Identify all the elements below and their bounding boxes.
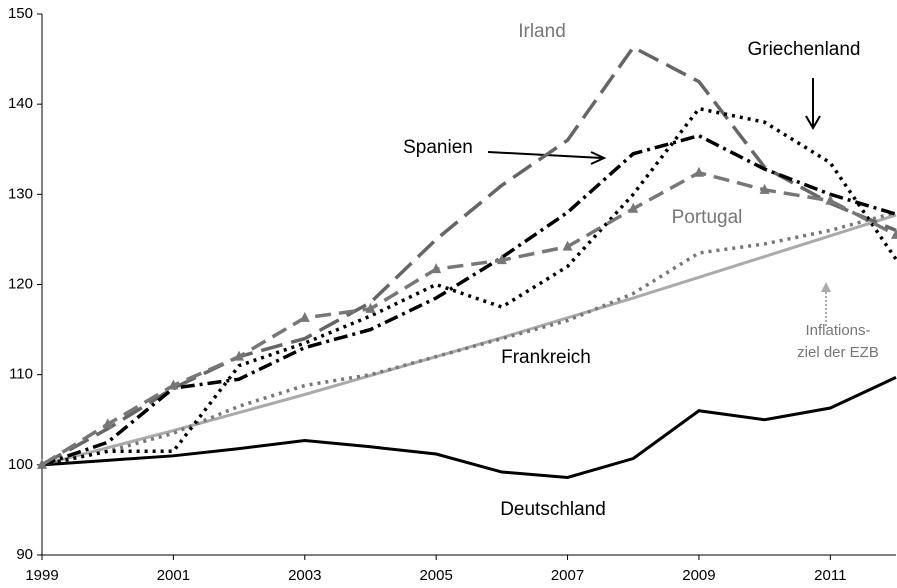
x-tick-label: 2009 bbox=[682, 567, 715, 584]
y-tick-label: 130 bbox=[8, 185, 33, 202]
marker bbox=[299, 311, 310, 322]
marker bbox=[234, 350, 245, 361]
series-label: Irland bbox=[518, 21, 566, 42]
marker bbox=[562, 240, 573, 251]
series-label: Deutschland bbox=[500, 499, 606, 520]
x-tick-label: 2011 bbox=[814, 567, 846, 584]
x-tick-label: 1999 bbox=[25, 567, 58, 584]
series-line bbox=[41, 133, 897, 467]
marker bbox=[759, 183, 770, 194]
y-tick-label: 120 bbox=[8, 275, 33, 292]
marker bbox=[891, 228, 897, 239]
series-line bbox=[41, 210, 897, 467]
marker bbox=[365, 302, 376, 313]
marker bbox=[628, 202, 639, 213]
marker bbox=[825, 194, 836, 205]
x-tick-label: 2007 bbox=[551, 567, 584, 584]
marker bbox=[168, 379, 179, 390]
series-label: Spanien bbox=[403, 137, 473, 158]
x-tick-label: 2001 bbox=[157, 567, 190, 584]
marker bbox=[431, 263, 442, 274]
x-tick-label: 2003 bbox=[288, 567, 321, 584]
x-tick-label: 2005 bbox=[419, 567, 452, 584]
y-tick-label: 140 bbox=[8, 95, 33, 112]
arrow-head bbox=[590, 151, 607, 165]
marker bbox=[102, 418, 113, 429]
marker bbox=[37, 458, 47, 469]
series-line bbox=[41, 376, 897, 479]
annotation: Inflations- bbox=[805, 322, 870, 339]
arrow-head bbox=[821, 282, 831, 292]
series-label: Portugal bbox=[672, 207, 743, 228]
marker bbox=[496, 254, 507, 265]
y-tick-label: 100 bbox=[8, 456, 33, 473]
annotation: ziel der EZB bbox=[797, 344, 879, 361]
series-line bbox=[41, 45, 897, 467]
series-line bbox=[41, 213, 897, 467]
series-label: Griechenland bbox=[747, 39, 860, 60]
arrow-head bbox=[805, 115, 821, 130]
y-tick-label: 110 bbox=[9, 366, 33, 383]
y-tick-label: 90 bbox=[16, 546, 33, 563]
y-tick-label: 150 bbox=[8, 5, 33, 22]
series-line bbox=[41, 106, 897, 467]
series-line bbox=[41, 170, 897, 467]
marker bbox=[693, 166, 704, 177]
series-label: Frankreich bbox=[501, 347, 591, 368]
